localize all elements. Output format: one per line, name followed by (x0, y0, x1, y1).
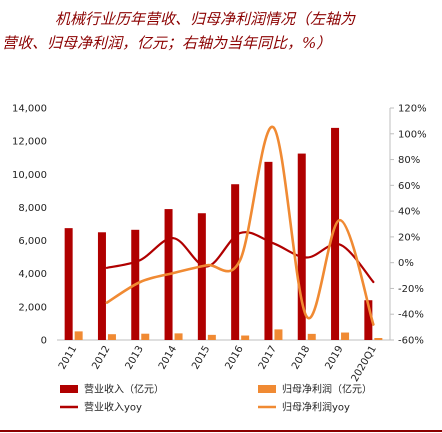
profit-bar (107, 334, 116, 340)
profit-bar (241, 335, 250, 340)
profit-bar (174, 333, 183, 340)
left-tick-label: 0 (41, 336, 47, 347)
right-tick-label: 100% (398, 129, 427, 140)
category-label: 2020Q1 (350, 344, 379, 384)
chart-title-line-2: 营收、归母净利润，亿元；右轴为当年同比，%） (2, 34, 332, 52)
legend-profit-label: 归母净利润（亿元） (282, 383, 372, 396)
chart-title-line-1: 机械行业历年营收、归母净利润情况（左轴为 (55, 10, 356, 28)
revenue-bar (364, 300, 373, 340)
profit-bar (374, 338, 383, 340)
category-label: 2011 (57, 344, 79, 372)
right-tick-label: -20% (398, 284, 424, 295)
profit-bar (307, 333, 316, 340)
revenue-bar (97, 232, 106, 340)
axes (57, 108, 391, 341)
right-tick-label: 120% (398, 104, 427, 115)
category-labels: 2011 2012 2013 2014 2015 2016 2017 2018 2019 2020… (57, 344, 379, 384)
bottom-divider (0, 430, 442, 432)
left-tick-label: 14,000 (12, 104, 47, 115)
left-tick-label: 12,000 (12, 137, 47, 148)
category-label: 2014 (157, 344, 179, 372)
chart-title: 机械行业历年营收、归母净利润情况（左轴为 营收、归母净利润，亿元；右轴为当年同比… (0, 0, 442, 56)
category-label: 2019 (323, 344, 345, 372)
revenue-bar (297, 153, 306, 340)
legend-revenue-label: 营业收入（亿元） (84, 383, 164, 396)
right-tick-label: 40% (398, 207, 420, 218)
left-tick-label: 4,000 (18, 269, 47, 280)
profit-bar (341, 332, 350, 340)
right-tick-label: 60% (398, 181, 420, 192)
right-tick-label: 20% (398, 232, 420, 243)
revenue-bar (64, 228, 73, 340)
revenue-bar (197, 213, 206, 340)
category-label: 2012 (90, 344, 112, 372)
category-label: 2017 (257, 344, 279, 372)
profit-bar (74, 331, 83, 340)
profit-bar (207, 334, 216, 340)
category-label: 2015 (190, 344, 212, 372)
profit-bar (274, 329, 283, 340)
revenue-bar (264, 161, 273, 340)
revenue-bar (331, 127, 340, 340)
left-tick-label: 2,000 (18, 302, 47, 313)
legend-revenue-swatch (60, 385, 78, 393)
right-tick-label: 0% (398, 258, 414, 269)
category-label: 2016 (223, 344, 245, 372)
revenue-bar (231, 184, 240, 340)
right-tick-label: 80% (398, 155, 420, 166)
right-tick-label: -40% (398, 310, 424, 321)
legend-revenue-yoy-label: 营业收入yoy (84, 401, 142, 414)
left-axis-ticks: 0 2,000 4,000 6,000 8,000 10,000 12,000 14,000 (12, 104, 47, 347)
category-label: 2013 (124, 344, 146, 372)
left-tick-label: 8,000 (18, 203, 47, 214)
category-label: 2018 (290, 344, 312, 372)
right-tick-label: -60% (398, 336, 424, 347)
yoy-lines (105, 126, 375, 326)
legend-profit-yoy-label: 归母净利润yoy (282, 401, 350, 414)
legend: 营业收入（亿元） 归母净利润（亿元） 营业收入yoy 归母净利润yoy (60, 383, 372, 414)
bars (64, 127, 383, 340)
left-tick-label: 10,000 (12, 170, 47, 181)
profit-yoy-line (105, 126, 375, 326)
right-axis-ticks: -60% -40% -20% 0% 20% 40% 60% 80% 100% 120% (390, 104, 427, 347)
legend-profit-swatch (258, 385, 276, 393)
profit-bar (141, 333, 150, 340)
left-tick-label: 6,000 (18, 236, 47, 247)
